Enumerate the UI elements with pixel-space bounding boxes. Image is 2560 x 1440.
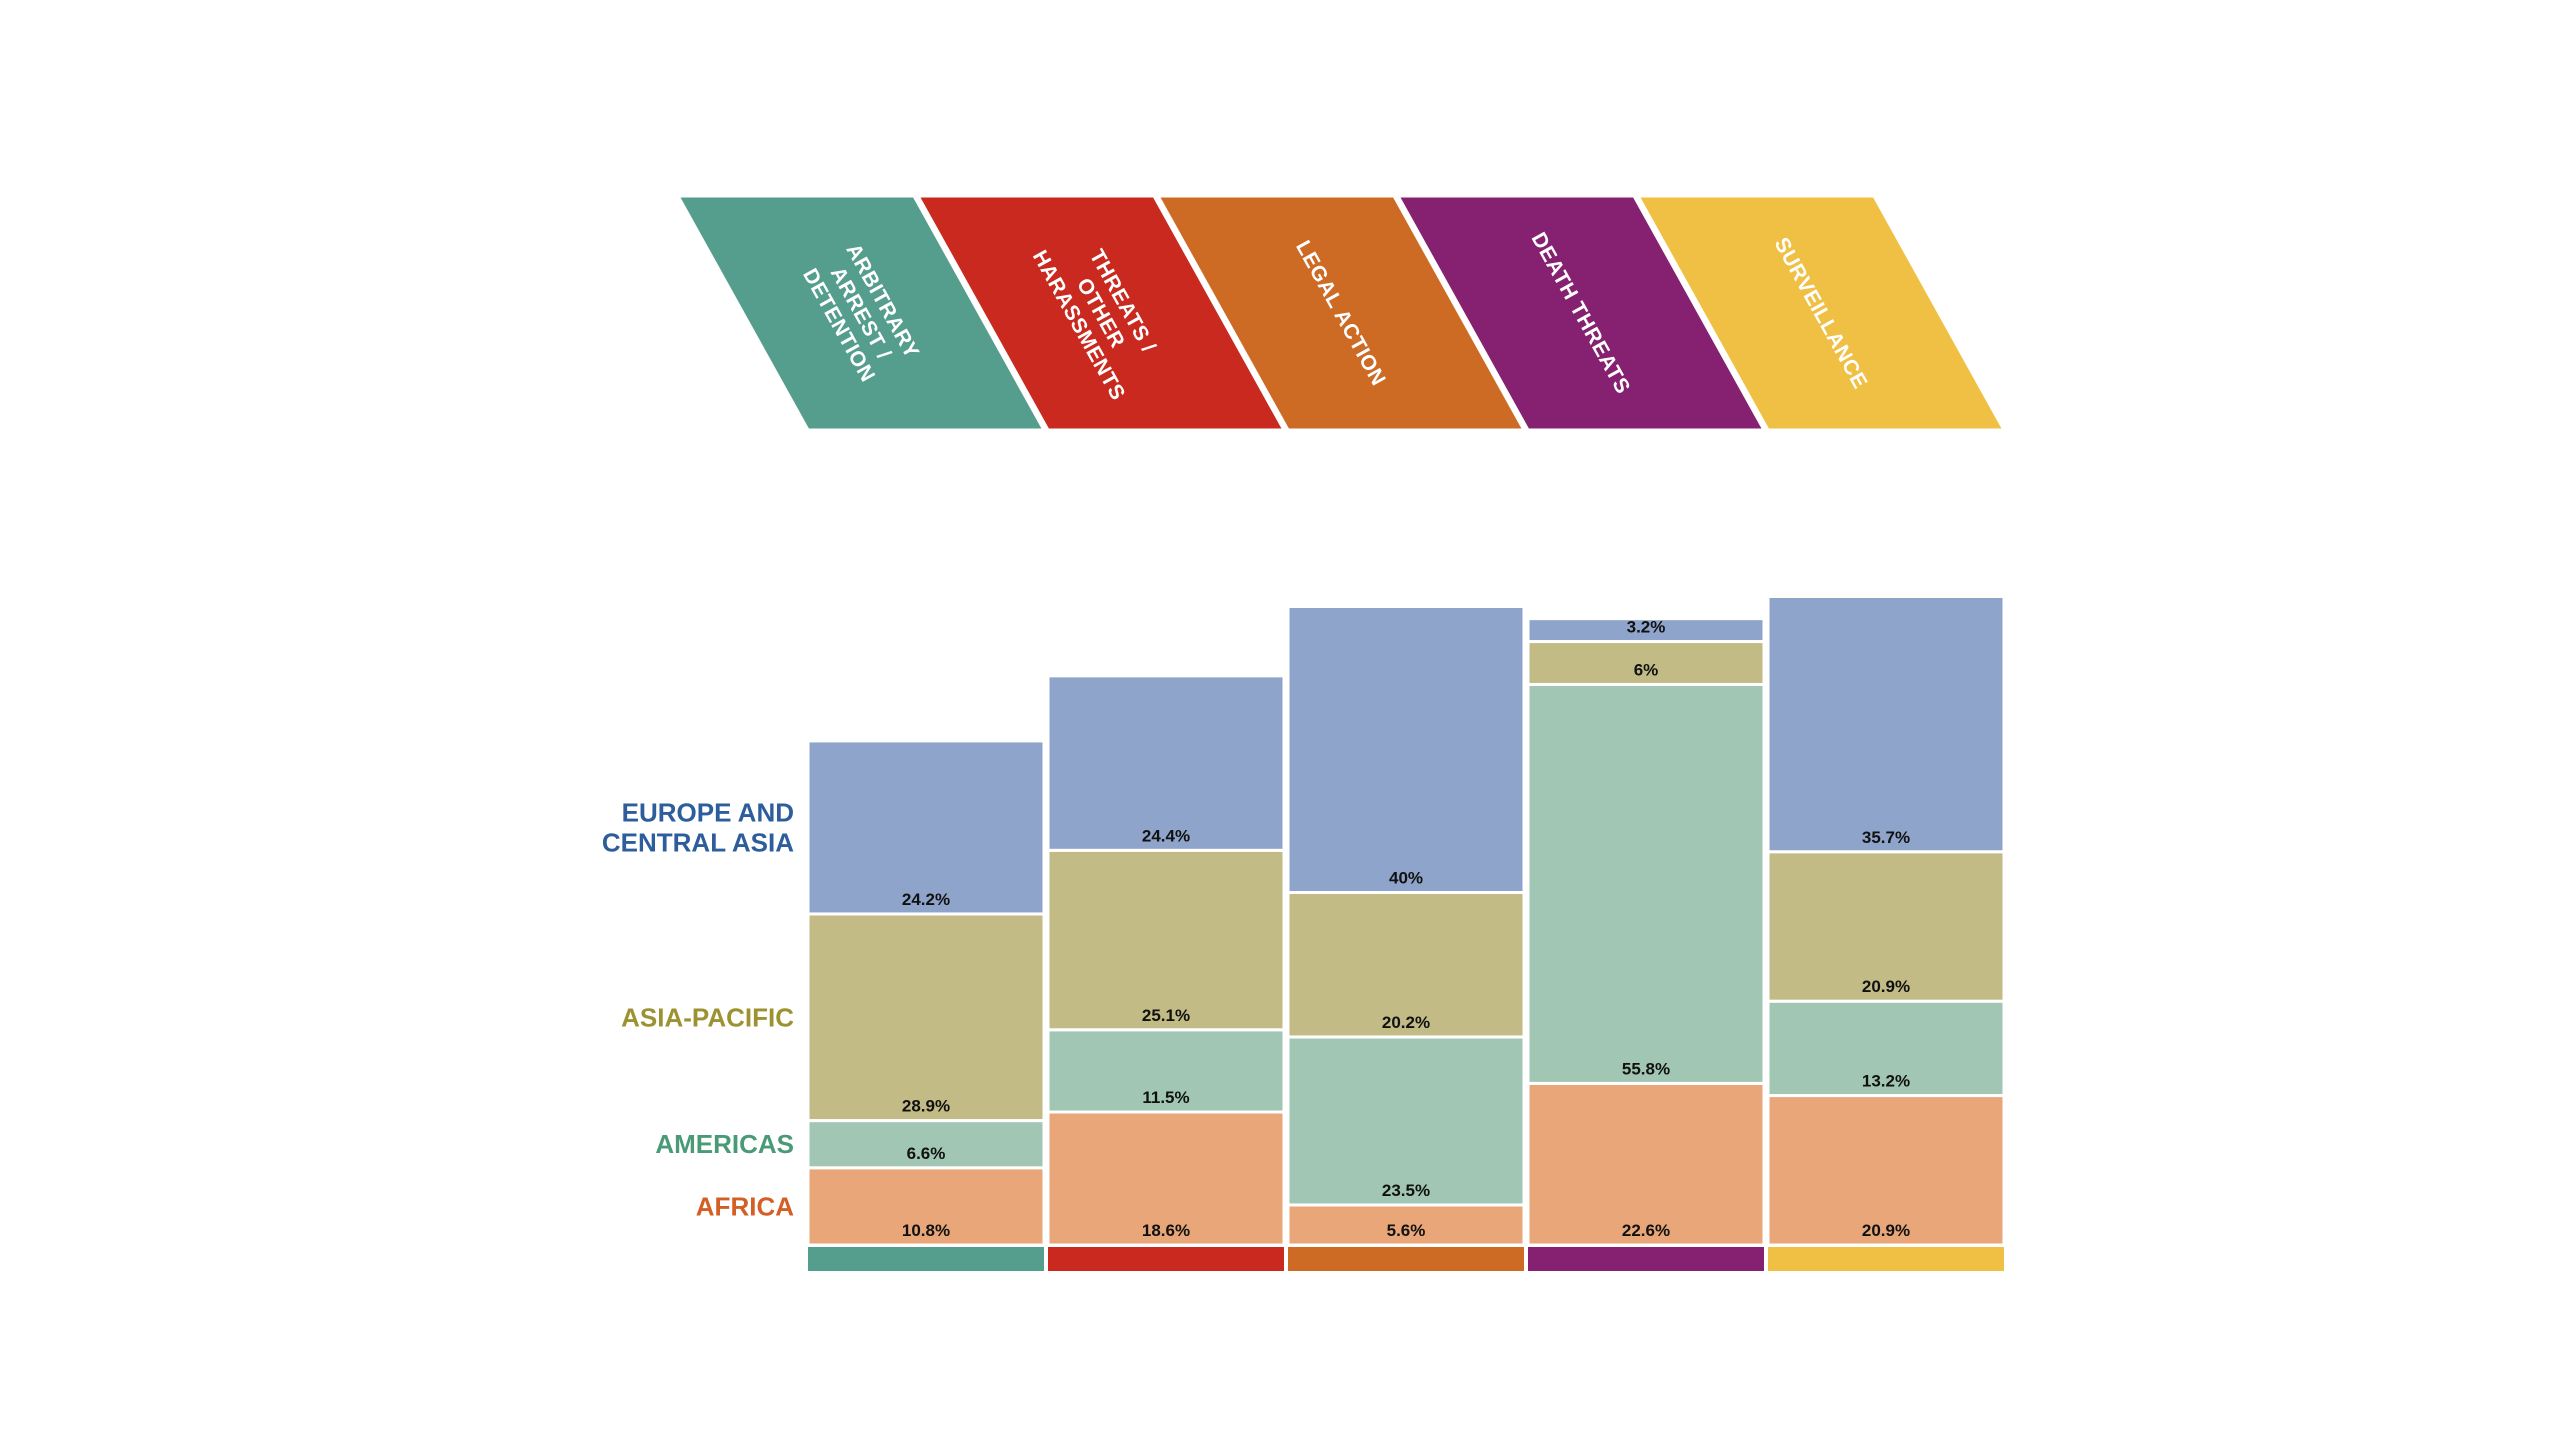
- data-label-europe-and-central-asia-legal-action: 40%: [1389, 869, 1423, 888]
- bar-africa-surveillance: [1766, 1094, 2006, 1247]
- region-label-americas: AMERICAS: [655, 1129, 794, 1159]
- data-label-europe-and-central-asia-arbitrary-arrest-detention: 24.2%: [902, 890, 950, 909]
- data-label-europe-and-central-asia-death-threats: 3.2%: [1627, 618, 1666, 637]
- category-header-threats-other-harassments: [915, 194, 1287, 432]
- data-label-asia-pacific-arbitrary-arrest-detention: 28.9%: [902, 1097, 950, 1116]
- data-label-americas-threats-other-harassments: 11.5%: [1142, 1088, 1189, 1107]
- data-label-europe-and-central-asia-threats-other-harassments: 24.4%: [1142, 826, 1190, 845]
- plot-area: 10.8% 6.6% 28.9% 24.2% 18.6% 11.5% 25.1% 24.4% 5…: [806, 594, 2006, 1271]
- bar-africa-death-threats: [1526, 1081, 1766, 1247]
- category-header-death-threats: [1395, 194, 1767, 432]
- bar-americas-legal-action: [1286, 1035, 1526, 1207]
- region-label-europe-and-central-asia: EUROPE AND CENTRAL ASIA: [602, 797, 794, 857]
- bar-africa-threats-other-harassments: [1046, 1110, 1286, 1247]
- bar-americas-surveillance: [1766, 999, 2006, 1098]
- data-label-americas-surveillance: 13.2%: [1862, 1072, 1910, 1091]
- data-label-africa-arbitrary-arrest-detention: 10.8%: [902, 1221, 950, 1240]
- data-label-asia-pacific-death-threats: 6%: [1634, 660, 1659, 679]
- bar-americas-threats-other-harassments: [1046, 1028, 1286, 1114]
- data-label-africa-legal-action: 5.6%: [1387, 1221, 1426, 1240]
- bar-asia-pacific-legal-action: [1286, 891, 1526, 1039]
- data-label-americas-arbitrary-arrest-detention: 6.6%: [907, 1144, 946, 1163]
- bar-americas-death-threats: [1526, 682, 1766, 1085]
- bar-asia-pacific-threats-other-harassments: [1046, 848, 1286, 1032]
- category-header-surveillance: [1635, 194, 2007, 432]
- data-label-africa-death-threats: 22.6%: [1622, 1221, 1670, 1240]
- data-label-europe-and-central-asia-surveillance: 35.7%: [1862, 828, 1910, 847]
- category-foot-strip: [1528, 1247, 1764, 1271]
- data-label-asia-pacific-surveillance: 20.9%: [1862, 977, 1910, 996]
- category-foot-strip: [1768, 1247, 2004, 1271]
- bar-europe-and-central-asia-legal-action: [1286, 605, 1526, 895]
- bar-europe-and-central-asia-arbitrary-arrest-detention: [806, 739, 1046, 916]
- category-header-band: ARBITRARYARREST /DETENTION THREATS /OTHER…: [675, 194, 2007, 432]
- bar-asia-pacific-arbitrary-arrest-detention: [806, 912, 1046, 1123]
- category-header-legal-action: [1155, 194, 1527, 432]
- data-label-asia-pacific-legal-action: 20.2%: [1382, 1013, 1430, 1032]
- region-label-asia-pacific: ASIA-PACIFIC: [621, 1002, 794, 1032]
- data-label-asia-pacific-threats-other-harassments: 25.1%: [1142, 1006, 1190, 1025]
- bar-europe-and-central-asia-death-threats: [1526, 617, 1766, 644]
- data-label-africa-surveillance: 20.9%: [1862, 1221, 1910, 1240]
- category-foot-strip: [1288, 1247, 1524, 1271]
- category-header-arbitrary-arrest-detention: [675, 194, 1047, 432]
- bar-europe-and-central-asia-surveillance: [1766, 594, 2006, 854]
- data-label-americas-legal-action: 23.5%: [1382, 1181, 1430, 1200]
- data-label-americas-death-threats: 55.8%: [1622, 1059, 1670, 1078]
- category-foot-strip: [1048, 1247, 1284, 1271]
- region-label-africa: AFRICA: [696, 1191, 794, 1221]
- data-label-africa-threats-other-harassments: 18.6%: [1142, 1221, 1190, 1240]
- bar-europe-and-central-asia-threats-other-harassments: [1046, 674, 1286, 852]
- region-labels: AFRICA AMERICAS ASIA-PACIFIC EUROPE AND CENT…: [602, 797, 794, 1221]
- bar-asia-pacific-surveillance: [1766, 850, 2006, 1003]
- category-foot-strip: [808, 1247, 1044, 1271]
